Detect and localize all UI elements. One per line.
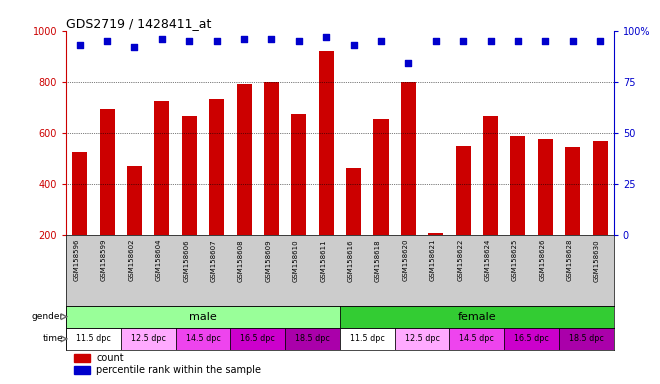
Text: GSM158628: GSM158628 [567, 239, 573, 281]
Text: percentile rank within the sample: percentile rank within the sample [96, 365, 261, 375]
Text: female: female [457, 312, 496, 322]
Bar [74, 366, 90, 374]
Bar [510, 136, 525, 235]
Text: 11.5 dpc: 11.5 dpc [350, 334, 385, 343]
Bar [291, 114, 306, 235]
Text: 16.5 dpc: 16.5 dpc [514, 334, 549, 343]
Text: 16.5 dpc: 16.5 dpc [240, 334, 275, 343]
Point [595, 38, 605, 44]
Point [294, 38, 304, 44]
Text: GSM158626: GSM158626 [539, 239, 545, 281]
Bar [319, 51, 334, 235]
Text: GSM158609: GSM158609 [265, 239, 271, 281]
Point [348, 42, 359, 48]
Bar [593, 141, 608, 235]
Text: 18.5 dpc: 18.5 dpc [295, 334, 330, 343]
Bar [66, 328, 121, 350]
Bar [340, 328, 395, 350]
Bar [100, 109, 115, 235]
Bar [538, 139, 553, 235]
Text: GSM158624: GSM158624 [484, 239, 490, 281]
Text: GSM158618: GSM158618 [375, 239, 381, 281]
Point [184, 38, 195, 44]
Point [211, 38, 222, 44]
Text: GSM158606: GSM158606 [183, 239, 189, 281]
Text: GSM158596: GSM158596 [74, 239, 80, 281]
Bar [121, 328, 176, 350]
Bar [285, 328, 340, 350]
Bar [176, 328, 230, 350]
Bar [455, 146, 471, 235]
Text: gender: gender [31, 312, 63, 321]
Point [376, 38, 386, 44]
Bar [74, 354, 90, 362]
Text: GSM158602: GSM158602 [129, 239, 135, 281]
Point [321, 34, 331, 40]
Text: 14.5 dpc: 14.5 dpc [459, 334, 494, 343]
Bar [483, 116, 498, 235]
Bar [230, 328, 285, 350]
Text: 11.5 dpc: 11.5 dpc [76, 334, 111, 343]
Text: 18.5 dpc: 18.5 dpc [569, 334, 604, 343]
Text: GSM158630: GSM158630 [594, 239, 600, 281]
Bar [72, 152, 87, 235]
Text: GSM158599: GSM158599 [101, 239, 107, 281]
Point [239, 36, 249, 42]
Text: GSM158625: GSM158625 [512, 239, 518, 281]
Bar [374, 119, 389, 235]
Bar [428, 233, 444, 235]
Text: GSM158604: GSM158604 [156, 239, 162, 281]
Point [156, 36, 167, 42]
Point [513, 38, 523, 44]
Point [485, 38, 496, 44]
Point [102, 38, 112, 44]
Point [430, 38, 441, 44]
Bar [401, 82, 416, 235]
Text: GSM158616: GSM158616 [348, 239, 354, 281]
Point [540, 38, 550, 44]
Text: time: time [43, 334, 63, 343]
Bar [154, 101, 170, 235]
Text: GSM158607: GSM158607 [211, 239, 216, 281]
Text: GSM158621: GSM158621 [430, 239, 436, 281]
Bar [346, 167, 361, 235]
Text: GSM158622: GSM158622 [457, 239, 463, 281]
Text: GSM158610: GSM158610 [293, 239, 299, 281]
Bar [66, 306, 340, 328]
Text: GSM158608: GSM158608 [238, 239, 244, 281]
Bar [340, 306, 614, 328]
Bar [504, 328, 559, 350]
Text: 12.5 dpc: 12.5 dpc [131, 334, 166, 343]
Bar [182, 116, 197, 235]
Text: count: count [96, 353, 124, 363]
Point [403, 60, 414, 66]
Bar [449, 328, 504, 350]
Bar [395, 328, 449, 350]
Point [129, 44, 140, 50]
Bar [127, 166, 142, 235]
Point [75, 42, 85, 48]
Text: male: male [189, 312, 217, 322]
Point [266, 36, 277, 42]
Point [568, 38, 578, 44]
Text: GSM158620: GSM158620 [403, 239, 409, 281]
Bar [209, 99, 224, 235]
Bar [559, 328, 614, 350]
Text: GDS2719 / 1428411_at: GDS2719 / 1428411_at [66, 17, 211, 30]
Point [458, 38, 469, 44]
Bar [565, 147, 580, 235]
Text: 12.5 dpc: 12.5 dpc [405, 334, 440, 343]
Bar [236, 84, 251, 235]
Text: 14.5 dpc: 14.5 dpc [185, 334, 220, 343]
Text: GSM158611: GSM158611 [320, 239, 326, 281]
Bar [264, 82, 279, 235]
